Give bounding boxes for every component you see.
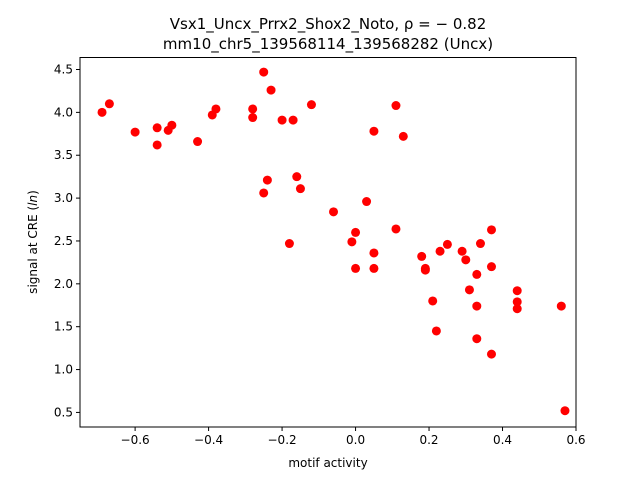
data-point (420, 263, 430, 273)
x-tick-label: 0.0 (346, 433, 365, 447)
y-axis-ticks: 0.5 1.0 1.5 2.0 2.5 3.0 3.5 4.0 4.5 (54, 63, 80, 419)
y-tick-label: 4.0 (54, 105, 73, 119)
data-point (461, 255, 471, 265)
data-point (369, 263, 379, 273)
data-point (369, 126, 379, 136)
x-tick-label: −0.4 (194, 433, 223, 447)
data-point (362, 197, 372, 207)
data-point (556, 301, 566, 311)
data-point (259, 67, 269, 77)
data-point (512, 286, 522, 296)
data-point (351, 227, 361, 237)
data-point (486, 349, 496, 359)
y-tick-label: 3.0 (54, 191, 73, 205)
y-tick-label: 4.5 (54, 63, 73, 77)
data-point (306, 100, 316, 110)
x-tick-label: 0.4 (493, 433, 512, 447)
data-points (97, 67, 570, 416)
data-point (512, 297, 522, 307)
chart-title-line1: Vsx1_Uncx_Prrx2_Shox2_Noto, ρ = − 0.82 (170, 15, 487, 34)
y-axis-label-suffix: ) (26, 190, 40, 195)
data-point (167, 120, 177, 130)
data-point (457, 246, 467, 256)
data-point (248, 113, 258, 123)
y-axis-label-prefix: signal at CRE ( (26, 206, 40, 294)
data-point (284, 239, 294, 249)
data-point (512, 304, 522, 314)
y-axis-label-ln: ln (26, 195, 40, 206)
data-point (259, 188, 269, 198)
data-point (277, 115, 287, 125)
data-point (428, 296, 438, 306)
data-point (295, 184, 305, 194)
data-point (130, 127, 140, 137)
data-point (266, 85, 276, 95)
chart-title-line2: mm10_chr5_139568114_139568282 (Uncx) (163, 35, 493, 54)
plot-area-frame (79, 57, 577, 428)
y-tick-label: 0.5 (54, 405, 73, 419)
x-tick-label: 0.6 (566, 433, 585, 447)
data-point (475, 239, 485, 249)
data-point (486, 262, 496, 272)
x-tick-label: −0.6 (121, 433, 150, 447)
data-point (398, 131, 408, 141)
data-point (262, 175, 272, 185)
data-point (369, 248, 379, 258)
data-point (431, 326, 441, 336)
data-point (288, 115, 298, 125)
data-point (329, 207, 339, 217)
y-tick-label: 1.5 (54, 320, 73, 334)
y-tick-label: 1.0 (54, 363, 73, 377)
x-axis-label: motif activity (288, 456, 367, 470)
x-axis-ticks: −0.6 −0.4 −0.2 0.0 0.2 0.4 0.6 (121, 427, 586, 447)
data-point (472, 269, 482, 279)
data-point (435, 246, 445, 256)
data-point (472, 334, 482, 344)
x-tick-label: −0.2 (268, 433, 297, 447)
x-tick-label: 0.2 (419, 433, 438, 447)
data-point (97, 107, 107, 117)
data-point (193, 137, 203, 147)
data-point (391, 224, 401, 234)
data-point (560, 406, 570, 416)
data-point (152, 140, 162, 150)
data-point (391, 101, 401, 111)
data-point (292, 172, 302, 182)
data-point (248, 104, 258, 114)
y-tick-label: 2.0 (54, 277, 73, 291)
data-point (417, 251, 427, 261)
y-axis-label: signal at CRE (ln) (26, 190, 40, 294)
data-point (472, 301, 482, 311)
data-point (464, 285, 474, 295)
data-point (104, 99, 114, 109)
y-tick-label: 3.5 (54, 148, 73, 162)
y-tick-label: 2.5 (54, 234, 73, 248)
data-point (351, 263, 361, 273)
data-point (211, 104, 221, 114)
data-point (152, 123, 162, 133)
data-point (347, 237, 357, 247)
data-point (442, 239, 452, 249)
data-point (486, 225, 496, 235)
